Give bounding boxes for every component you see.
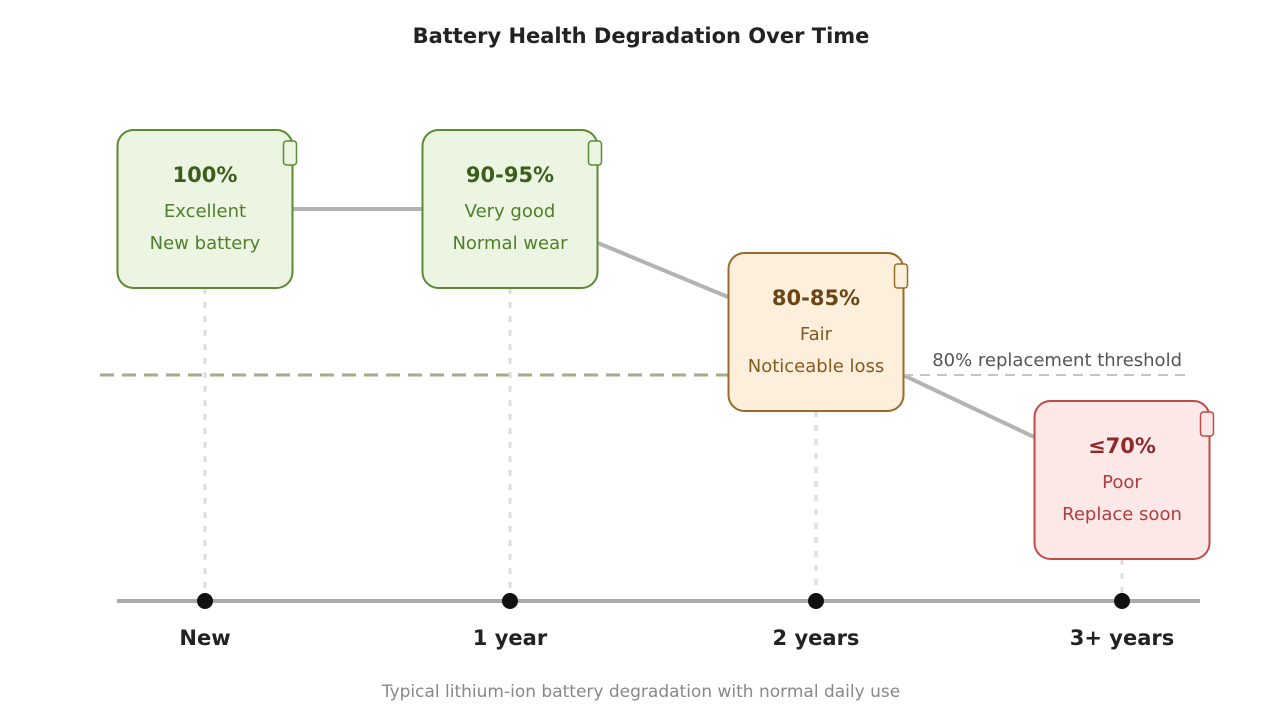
stage-card: 90-95% Very good Normal wear: [421, 129, 603, 289]
stage-note: New battery: [150, 233, 261, 254]
timeline-label: 3+ years: [1070, 626, 1174, 650]
stage-card-box: [421, 129, 599, 289]
stage-note: Normal wear: [452, 233, 568, 254]
timeline-dot: [502, 593, 518, 609]
battery-tab-icon: [282, 140, 298, 166]
battery-tab-icon: [587, 140, 603, 166]
stage-percent: 100%: [173, 163, 238, 187]
threshold-label: 80% replacement threshold: [932, 350, 1182, 371]
threshold-line: 80% replacement threshold: [100, 350, 1185, 377]
stage-note: Noticeable loss: [748, 356, 885, 377]
stage-card-box: [116, 129, 294, 289]
stage-card: ≤70% Poor Replace soon: [1033, 400, 1215, 560]
trend-connectors: [292, 207, 1035, 439]
timeline-dot: [197, 593, 213, 609]
stage-rating: Excellent: [164, 201, 246, 222]
stage-card-box: [727, 252, 905, 412]
connector-line: [597, 241, 729, 299]
timeline-label: 1 year: [473, 626, 548, 650]
caption: Typical lithium-ion battery degradation …: [381, 682, 900, 702]
stage-percent: 80-85%: [772, 286, 860, 310]
timeline-label: 2 years: [773, 626, 860, 650]
stage-card: 80-85% Fair Noticeable loss: [727, 252, 909, 412]
stage-percent: 90-95%: [466, 163, 554, 187]
stage-card: 100% Excellent New battery: [116, 129, 298, 289]
connector-line: [902, 373, 1035, 439]
timeline-dot: [1114, 593, 1130, 609]
stage-guides: [203, 288, 1124, 601]
stage-rating: Fair: [800, 324, 833, 345]
stage-percent: ≤70%: [1088, 434, 1156, 458]
stage-rating: Poor: [1102, 472, 1142, 493]
timeline-dot: [808, 593, 824, 609]
diagram-title: Battery Health Degradation Over Time: [413, 24, 870, 48]
stage-note: Replace soon: [1062, 504, 1182, 525]
timeline-label: New: [179, 626, 230, 650]
battery-tab-icon: [893, 263, 909, 289]
stage-card-box: [1033, 400, 1211, 560]
stage-rating: Very good: [465, 201, 556, 222]
battery-tab-icon: [1199, 411, 1215, 437]
